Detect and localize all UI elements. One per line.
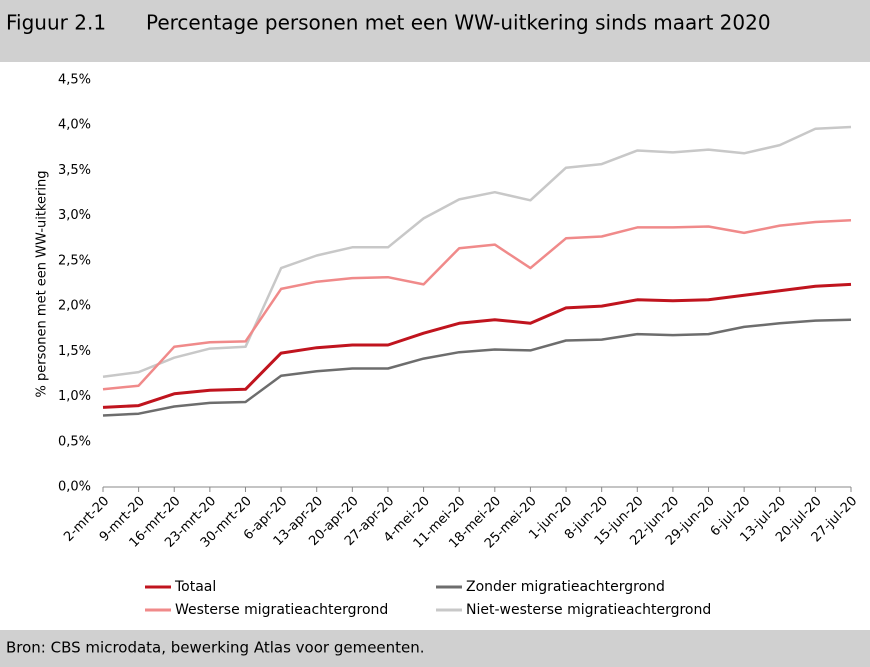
legend-label: Westerse migratieachtergrond bbox=[175, 602, 388, 618]
series-line bbox=[102, 318, 852, 417]
y-tick-label: 4,5% bbox=[58, 73, 91, 88]
y-axis-label: % personen met een WW-uitkering bbox=[35, 170, 50, 397]
legend-label: Niet-westerse migratieachtergrond bbox=[466, 602, 711, 618]
legend-label: Zonder migratieachtergrond bbox=[466, 579, 665, 595]
footer-band bbox=[0, 630, 870, 667]
header-band bbox=[0, 0, 870, 62]
y-tick-label: 3,5% bbox=[58, 163, 91, 178]
y-tick-label: 0,0% bbox=[58, 480, 91, 495]
figure-label: Figuur 2.1 bbox=[6, 11, 106, 35]
y-tick-label: 1,0% bbox=[58, 389, 91, 404]
series-line bbox=[102, 125, 852, 378]
y-tick-label: 3,0% bbox=[58, 208, 91, 223]
source-note: Bron: CBS microdata, bewerking Atlas voo… bbox=[6, 639, 425, 657]
series-line bbox=[102, 218, 852, 391]
y-tick-label: 4,0% bbox=[58, 118, 91, 133]
series-line bbox=[102, 282, 852, 409]
plot-background bbox=[0, 62, 870, 630]
y-tick-label: 1,5% bbox=[58, 344, 91, 359]
chart-title: Percentage personen met een WW-uitkering… bbox=[146, 11, 771, 35]
y-tick-label: 2,0% bbox=[58, 299, 91, 314]
y-tick-label: 0,5% bbox=[58, 434, 91, 449]
y-tick-label: 2,5% bbox=[58, 253, 91, 268]
legend-label: Totaal bbox=[174, 579, 216, 595]
